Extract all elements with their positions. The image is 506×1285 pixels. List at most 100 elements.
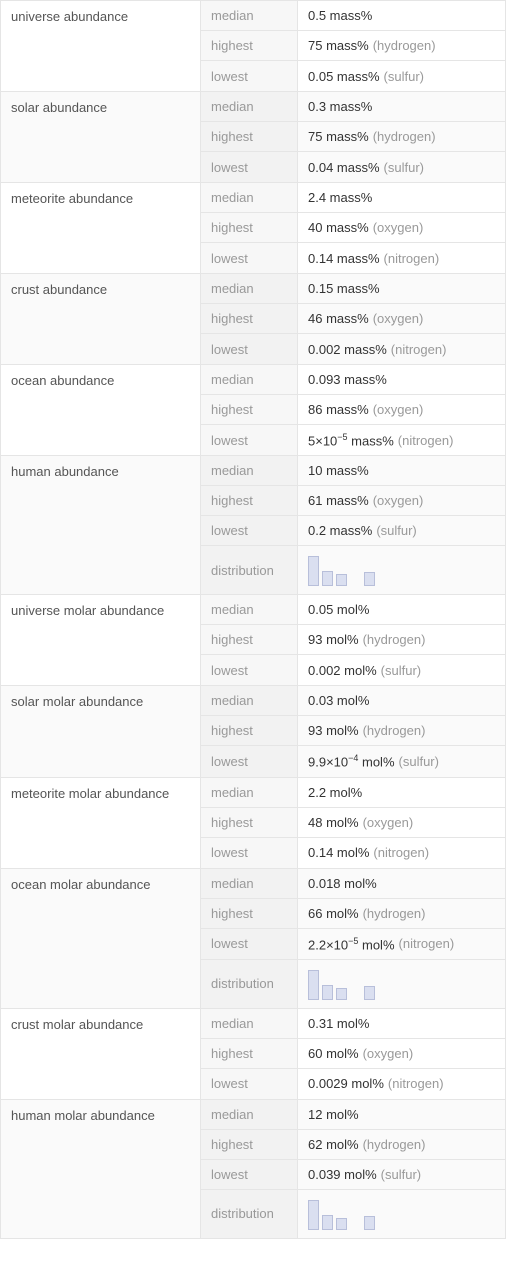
element-label: (hydrogen) (363, 632, 426, 647)
stats-column: median0.018 mol%highest 66 mol% (hydrogen)… (201, 869, 505, 1008)
stats-column: median0.05 mol%highest93 mol%(hydrogen)l… (201, 595, 505, 685)
stat-label: lowest (201, 746, 298, 776)
element-label: (hydrogen) (373, 38, 436, 53)
stats-column: median0.5 mass%highest75 mass%(hydrogen)… (201, 1, 505, 91)
value-cell: 0.0029 mol%(nitrogen) (298, 1069, 505, 1099)
value-text: 0.03 mol% (308, 693, 369, 708)
element-label: (sulfur) (384, 69, 424, 84)
stat-row: highest75 mass%(hydrogen) (201, 122, 505, 152)
value-text: 0.3 mass% (308, 99, 372, 114)
stat-label: median (201, 1009, 298, 1038)
stat-row: lowest0.14 mass%(nitrogen) (201, 243, 505, 273)
value-cell: 0.15 mass% (298, 274, 505, 303)
value-cell: 48 mol%(oxygen) (298, 808, 505, 837)
category-label: meteorite molar abundance (1, 778, 201, 868)
stat-label: median (201, 183, 298, 212)
element-label: (nitrogen) (388, 1076, 444, 1091)
distribution-bar (322, 571, 333, 586)
stat-row: lowest2.2×10−5 mol%(nitrogen) (201, 929, 505, 960)
value-text: 66 mol% (308, 906, 359, 921)
element-label: (hydrogen) (363, 906, 426, 921)
stat-row: lowest0.14 mol%(nitrogen) (201, 838, 505, 868)
value-cell: 75 mass%(hydrogen) (298, 122, 505, 151)
value-cell: 12 mol% (298, 1100, 505, 1129)
value-cell (298, 1190, 505, 1238)
category-group: human abundancemedian10 mass%highest61 m… (1, 456, 505, 595)
stat-label: median (201, 365, 298, 394)
value-text: 2.2×10−5 mol% (308, 936, 395, 952)
element-label: (nitrogen) (384, 251, 440, 266)
element-label: (hydrogen) (373, 129, 436, 144)
value-cell: 0.31 mol% (298, 1009, 505, 1038)
stats-column: median2.4 mass%highest40 mass%(oxygen)lo… (201, 183, 505, 273)
stat-label: highest (201, 808, 298, 837)
stat-row: highest93 mol%(hydrogen) (201, 625, 505, 655)
stat-label: lowest (201, 1069, 298, 1099)
value-text: 86 mass% (308, 402, 369, 417)
value-text: 12 mol% (308, 1107, 359, 1122)
category-group: universe abundancemedian0.5 mass%highest… (1, 1, 505, 92)
category-group: crust molar abundancemedian0.31 mol%high… (1, 1009, 505, 1100)
value-cell: 2.2×10−5 mol%(nitrogen) (298, 929, 505, 959)
value-cell: 0.05 mol% (298, 595, 505, 624)
stat-label: median (201, 92, 298, 121)
stat-row: lowest0.002 mass%(nitrogen) (201, 334, 505, 364)
stat-row: median0.15 mass% (201, 274, 505, 304)
value-text: 0.093 mass% (308, 372, 387, 387)
stat-label: median (201, 778, 298, 807)
value-cell: 62 mol%(hydrogen) (298, 1130, 505, 1159)
category-label: universe abundance (1, 1, 201, 91)
stat-label: median (201, 1, 298, 30)
stat-label: median (201, 686, 298, 715)
category-label: human molar abundance (1, 1100, 201, 1238)
stat-label: highest (201, 395, 298, 424)
stat-label: highest (201, 1130, 298, 1159)
stat-label: lowest (201, 243, 298, 273)
category-group: solar molar abundancemedian0.03 mol%high… (1, 686, 505, 777)
stat-row: median0.05 mol% (201, 595, 505, 625)
value-text: 61 mass% (308, 493, 369, 508)
element-label: (sulfur) (399, 754, 439, 769)
value-cell: 2.2 mol% (298, 778, 505, 807)
distribution-bar (364, 572, 375, 586)
value-cell: 0.03 mol% (298, 686, 505, 715)
value-text: 0.002 mol% (308, 663, 377, 678)
stat-row: median 0.093 mass% (201, 365, 505, 395)
value-text: 0.05 mass% (308, 69, 380, 84)
distribution-bar (308, 556, 319, 586)
stat-row: median0.018 mol% (201, 869, 505, 899)
value-cell: 93 mol%(hydrogen) (298, 625, 505, 654)
value-text: 0.2 mass% (308, 523, 372, 538)
value-text: 40 mass% (308, 220, 369, 235)
stat-label: distribution (201, 1190, 298, 1238)
value-text: 5×10−5 mass% (308, 432, 394, 448)
distribution-bar (308, 1200, 319, 1230)
stat-row: distribution (201, 1190, 505, 1238)
value-cell: 2.4 mass% (298, 183, 505, 212)
category-group: solar abundancemedian0.3 mass%highest75 … (1, 92, 505, 183)
category-label: solar molar abundance (1, 686, 201, 776)
stat-row: highest40 mass%(oxygen) (201, 213, 505, 243)
category-group: ocean molar abundancemedian0.018 mol%hig… (1, 869, 505, 1009)
value-text: 0.002 mass% (308, 342, 387, 357)
stat-label: highest (201, 899, 298, 928)
value-cell: 61 mass%(oxygen) (298, 486, 505, 515)
stat-label: lowest (201, 425, 298, 455)
stat-label: lowest (201, 655, 298, 685)
category-label: crust abundance (1, 274, 201, 364)
stat-row: median10 mass% (201, 456, 505, 486)
stat-label: lowest (201, 152, 298, 182)
distribution-bar (322, 985, 333, 1000)
stat-label: median (201, 274, 298, 303)
category-label: ocean molar abundance (1, 869, 201, 1008)
stat-row: lowest5×10−5 mass%(nitrogen) (201, 425, 505, 455)
value-cell: 5×10−5 mass%(nitrogen) (298, 425, 505, 455)
value-text: 48 mol% (308, 815, 359, 830)
stat-row: lowest0.05 mass%(sulfur) (201, 61, 505, 91)
value-cell: 0.093 mass% (298, 365, 505, 394)
stat-row: lowest0.04 mass%(sulfur) (201, 152, 505, 182)
value-cell: 86 mass%(oxygen) (298, 395, 505, 424)
category-label: meteorite abundance (1, 183, 201, 273)
element-label: (hydrogen) (363, 723, 426, 738)
value-text: 0.04 mass% (308, 160, 380, 175)
